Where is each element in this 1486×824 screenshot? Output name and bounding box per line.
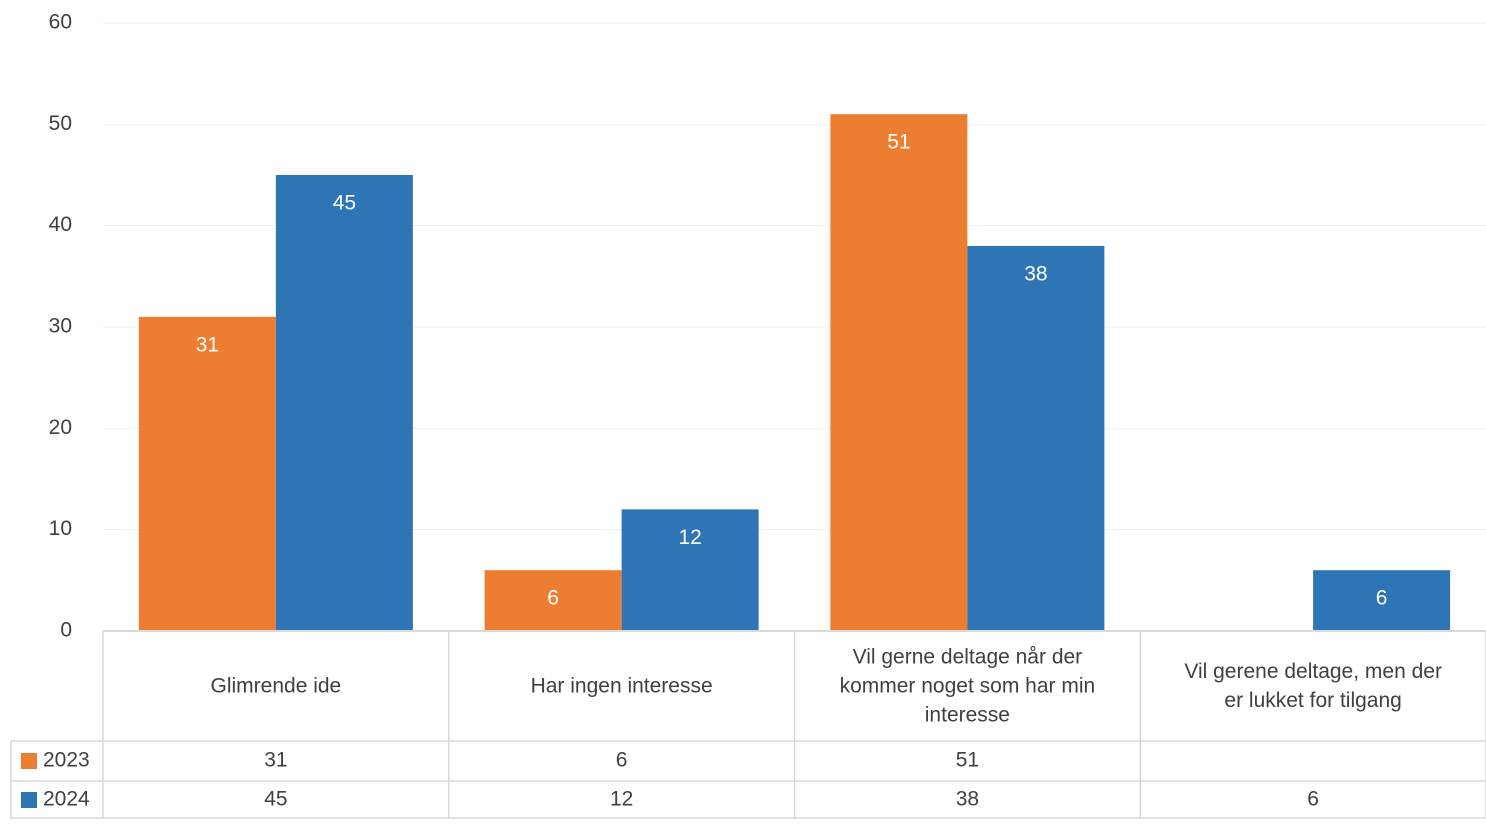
data-label: 6	[1376, 587, 1388, 610]
data-label: 6	[547, 587, 559, 610]
x-category-label: Vil gerne deltage når der	[853, 646, 1083, 669]
data-label: 45	[333, 192, 356, 215]
x-category-label: Glimrende ide	[211, 675, 342, 698]
x-category-label: Vil gerene deltage, men der	[1184, 660, 1442, 683]
table-cell-value: 31	[264, 749, 287, 772]
table-cell-value: 12	[610, 788, 633, 811]
bar-2024	[621, 509, 759, 631]
data-label: 12	[678, 526, 701, 549]
data-label: 38	[1024, 262, 1047, 285]
legend-swatch-2024	[21, 792, 37, 808]
table-cell-value: 6	[1307, 788, 1319, 811]
bar-2024	[1313, 570, 1451, 631]
x-category-label: interesse	[925, 704, 1010, 727]
legend-label: 2023	[43, 749, 90, 772]
y-tick-label: 10	[49, 517, 72, 540]
y-tick-label: 20	[49, 416, 72, 439]
bar-2023	[138, 316, 276, 631]
table-cell-value: 38	[956, 788, 979, 811]
y-tick-label: 60	[49, 11, 72, 34]
table-cell-value: 6	[616, 749, 628, 772]
table-cell-value: 51	[956, 749, 979, 772]
legend-swatch-2023	[21, 753, 37, 769]
y-tick-label: 40	[49, 213, 72, 236]
y-tick-label: 30	[49, 315, 72, 338]
data-label: 31	[196, 333, 219, 356]
table-cell-value: 45	[264, 788, 287, 811]
bar-2023	[484, 570, 622, 631]
bar-2024	[967, 245, 1105, 631]
bar-2024	[275, 175, 413, 631]
x-category-label: Har ingen interesse	[531, 675, 713, 698]
bar-2023	[830, 114, 968, 631]
y-tick-label: 0	[60, 619, 72, 642]
x-category-label: er lukket for tilgang	[1224, 689, 1401, 712]
x-category-label: kommer noget som har min	[840, 675, 1096, 698]
legend-label: 2024	[43, 788, 90, 811]
y-tick-label: 50	[49, 112, 72, 135]
data-label: 51	[887, 131, 910, 154]
